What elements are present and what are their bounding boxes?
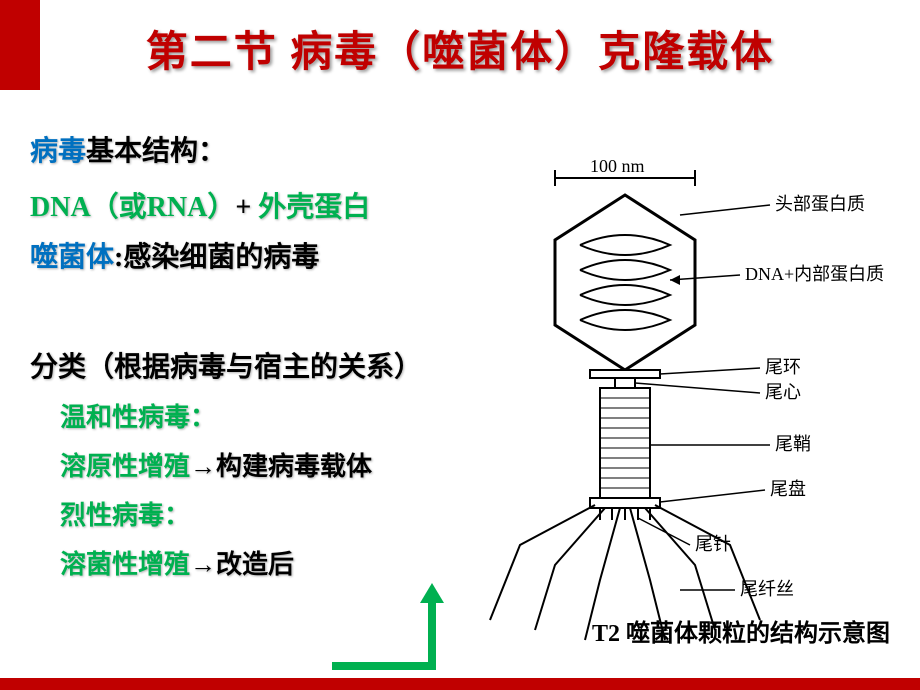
- text-construct-vector: →构建病毒载体: [190, 452, 372, 481]
- phage-svg: 100 nm: [480, 150, 900, 650]
- text-basic-structure: 基本结构：: [86, 136, 226, 167]
- text-plus: +: [235, 192, 258, 223]
- line-virus-structure: 病毒基本结构：: [30, 130, 490, 175]
- content-text-block: 病毒基本结构： DNA（或RNA）+ 外壳蛋白 噬菌体:感染细菌的病毒 分类（根…: [30, 130, 490, 581]
- line-bacteriophage: 噬菌体:感染细菌的病毒: [30, 235, 490, 275]
- text-infect-bacteria: :感染细菌的病毒: [114, 242, 319, 273]
- label-dna-protein: DNA+内部蛋白质: [745, 264, 884, 284]
- elbow-arrow-icon: [322, 578, 452, 678]
- label-tail-pin: 尾针: [695, 534, 731, 554]
- scale-label: 100 nm: [590, 156, 645, 176]
- text-after-mod: →改造后: [190, 550, 294, 579]
- text-coat-protein: 外壳蛋白: [258, 192, 370, 223]
- label-tail-ring: 尾环: [765, 357, 801, 377]
- slide-title: 第二节 病毒（噬菌体）克隆载体: [0, 18, 920, 79]
- label-tail-core: 尾心: [765, 382, 801, 402]
- label-tail-sheath: 尾鞘: [775, 434, 811, 454]
- text-virus: 病毒: [30, 136, 86, 167]
- label-tail-plate: 尾盘: [770, 479, 806, 499]
- text-dna-rna: DNA（或RNA）: [30, 192, 235, 223]
- text-lytic: 溶菌性增殖: [60, 550, 190, 579]
- text-bacteriophage: 噬菌体: [30, 242, 114, 273]
- line-dna-rna: DNA（或RNA）+ 外壳蛋白: [30, 185, 490, 225]
- text-lysogenic: 溶原性增殖: [60, 452, 190, 481]
- sub-lytic: 溶菌性增殖→改造后: [60, 544, 490, 581]
- diagram-caption: T2 噬菌体颗粒的结构示意图: [592, 613, 890, 648]
- label-tail-fiber: 尾纤丝: [740, 579, 794, 599]
- sub-lysogenic: 溶原性增殖→构建病毒载体: [60, 446, 490, 483]
- label-head-protein: 头部蛋白质: [775, 194, 865, 214]
- sub-virulent: 烈性病毒：: [60, 495, 490, 532]
- sub-temperate: 温和性病毒：: [60, 397, 490, 434]
- line-classification: 分类（根据病毒与宿主的关系）: [30, 345, 490, 385]
- red-accent-bar-bottom: [0, 678, 920, 690]
- t2-phage-diagram: 100 nm: [480, 150, 900, 670]
